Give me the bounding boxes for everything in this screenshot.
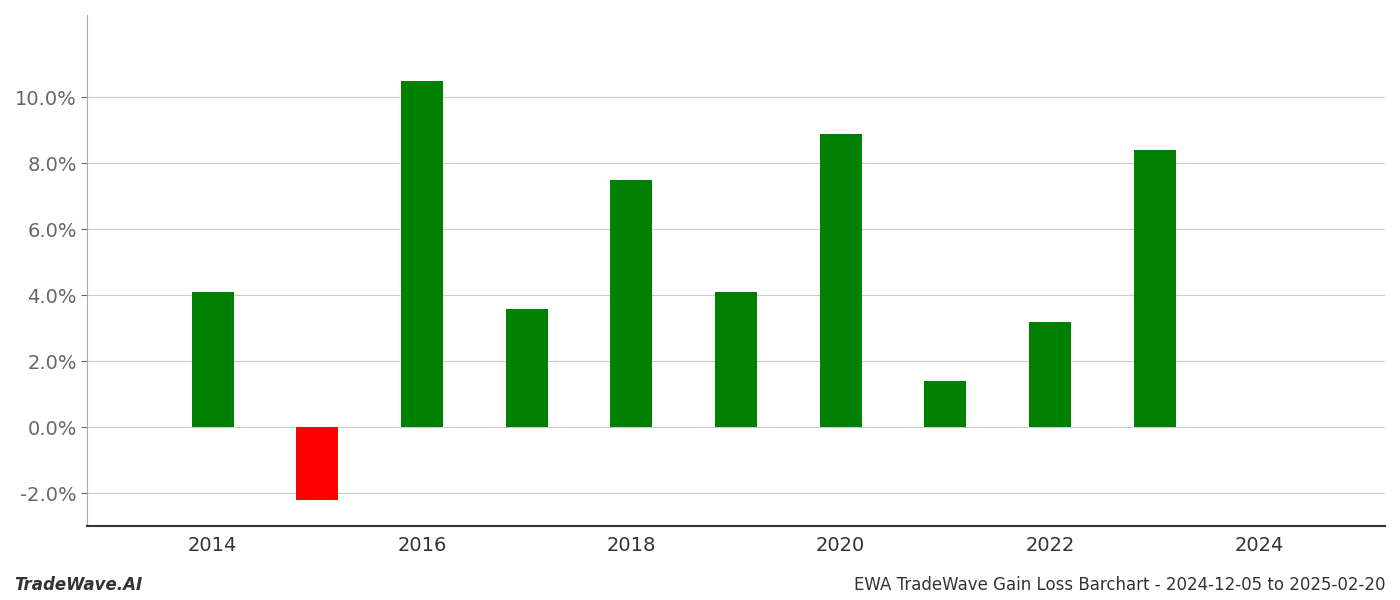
Text: EWA TradeWave Gain Loss Barchart - 2024-12-05 to 2025-02-20: EWA TradeWave Gain Loss Barchart - 2024-… (854, 576, 1386, 594)
Bar (1029, 322, 1071, 427)
Bar (1134, 150, 1176, 427)
Bar (610, 180, 652, 427)
Bar (715, 292, 757, 427)
Bar (505, 308, 547, 427)
Bar (297, 427, 339, 500)
Bar (820, 134, 861, 427)
Bar (924, 381, 966, 427)
Bar (192, 292, 234, 427)
Bar (402, 81, 442, 427)
Text: TradeWave.AI: TradeWave.AI (14, 576, 143, 594)
